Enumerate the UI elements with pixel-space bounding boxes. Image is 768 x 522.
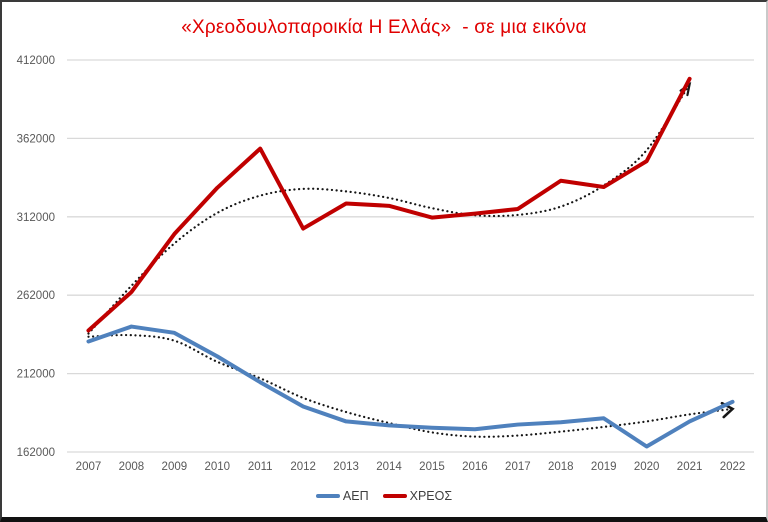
x-tick-label: 2019	[591, 461, 617, 473]
y-tick-label: 262000	[17, 290, 55, 302]
chart-title: «Χρεοδουλοπαροικία Η Ελλάς» - σε μια εικ…	[181, 17, 587, 38]
x-tick-label: 2021	[677, 461, 703, 473]
x-tick-label: 2016	[462, 461, 488, 473]
y-tick-label: 362000	[17, 133, 55, 145]
chart-legend: ΑΕΠ ΧΡΕΟΣ	[2, 489, 766, 503]
x-tick-label: 2020	[634, 461, 660, 473]
x-tick-label: 2017	[505, 461, 531, 473]
trendline-xreos	[87, 83, 691, 335]
legend-swatch-aep-icon	[315, 493, 340, 499]
x-tick-label: 2009	[162, 461, 188, 473]
x-tick-label: 2011	[248, 461, 273, 473]
y-tick-label: 162000	[17, 447, 55, 459]
x-tick-label: 2014	[376, 461, 402, 473]
x-tick-label: 2012	[290, 461, 316, 473]
x-tick-label: 2022	[720, 461, 746, 473]
x-tick-label: 2008	[119, 461, 145, 473]
x-tick-label: 2010	[204, 461, 230, 473]
y-tick-label: 212000	[17, 369, 55, 381]
x-tick-label: 2018	[548, 461, 574, 473]
trendline-aep	[87, 333, 734, 438]
legend-label-aep: ΑΕΠ	[342, 489, 369, 503]
y-tick-label: 412000	[17, 55, 55, 67]
series-line-xreos	[86, 76, 692, 333]
legend-label-xreos: ΧΡΕΟΣ	[409, 489, 453, 503]
legend-item-aep: ΑΕΠ	[315, 489, 369, 503]
legend-item-xreos: ΧΡΕΟΣ	[382, 489, 453, 503]
x-tick-label: 2013	[333, 461, 359, 473]
series-line-aep	[86, 324, 735, 449]
x-tick-label: 2007	[76, 461, 102, 473]
x-tick-label: 2015	[419, 461, 445, 473]
y-tick-label: 312000	[17, 212, 55, 224]
legend-swatch-xreos-icon	[382, 493, 407, 499]
